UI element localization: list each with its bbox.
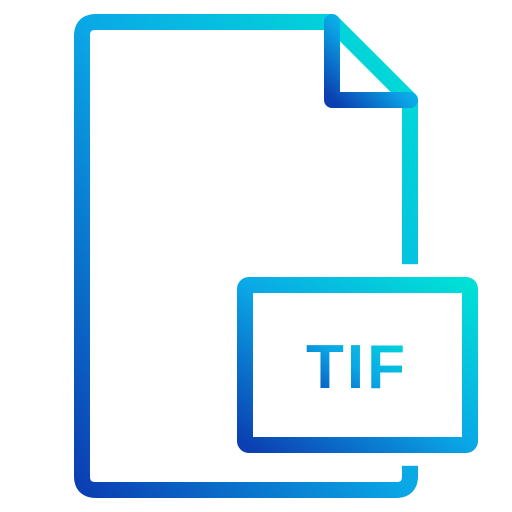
format-label: TIF — [306, 333, 408, 402]
file-icon-svg: TIF — [0, 0, 512, 512]
tif-file-icon: TIF — [0, 0, 512, 512]
